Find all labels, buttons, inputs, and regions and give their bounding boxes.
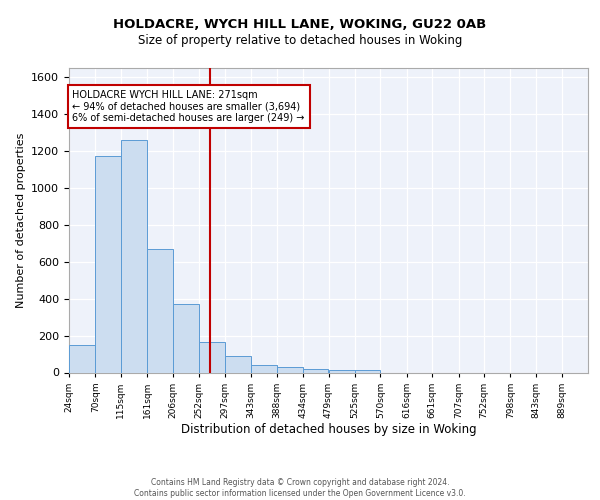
Text: Contains HM Land Registry data © Crown copyright and database right 2024.
Contai: Contains HM Land Registry data © Crown c… (134, 478, 466, 498)
Text: Size of property relative to detached houses in Woking: Size of property relative to detached ho… (138, 34, 462, 47)
Bar (121, 140, 147, 372)
Text: HOLDACRE, WYCH HILL LANE, WOKING, GU22 0AB: HOLDACRE, WYCH HILL LANE, WOKING, GU22 0… (113, 18, 487, 30)
Bar (329, 370, 355, 372)
Bar (355, 370, 380, 372)
Bar (277, 368, 303, 372)
Text: HOLDACRE WYCH HILL LANE: 271sqm
← 94% of detached houses are smaller (3,694)
6% : HOLDACRE WYCH HILL LANE: 271sqm ← 94% of… (73, 90, 305, 123)
Bar (95, 156, 121, 372)
Bar (224, 356, 251, 372)
Bar (251, 366, 277, 372)
Bar (199, 342, 224, 372)
Bar (69, 345, 95, 372)
Bar (173, 304, 199, 372)
Bar (303, 369, 329, 372)
X-axis label: Distribution of detached houses by size in Woking: Distribution of detached houses by size … (181, 424, 476, 436)
Y-axis label: Number of detached properties: Number of detached properties (16, 132, 26, 308)
Bar (147, 248, 173, 372)
